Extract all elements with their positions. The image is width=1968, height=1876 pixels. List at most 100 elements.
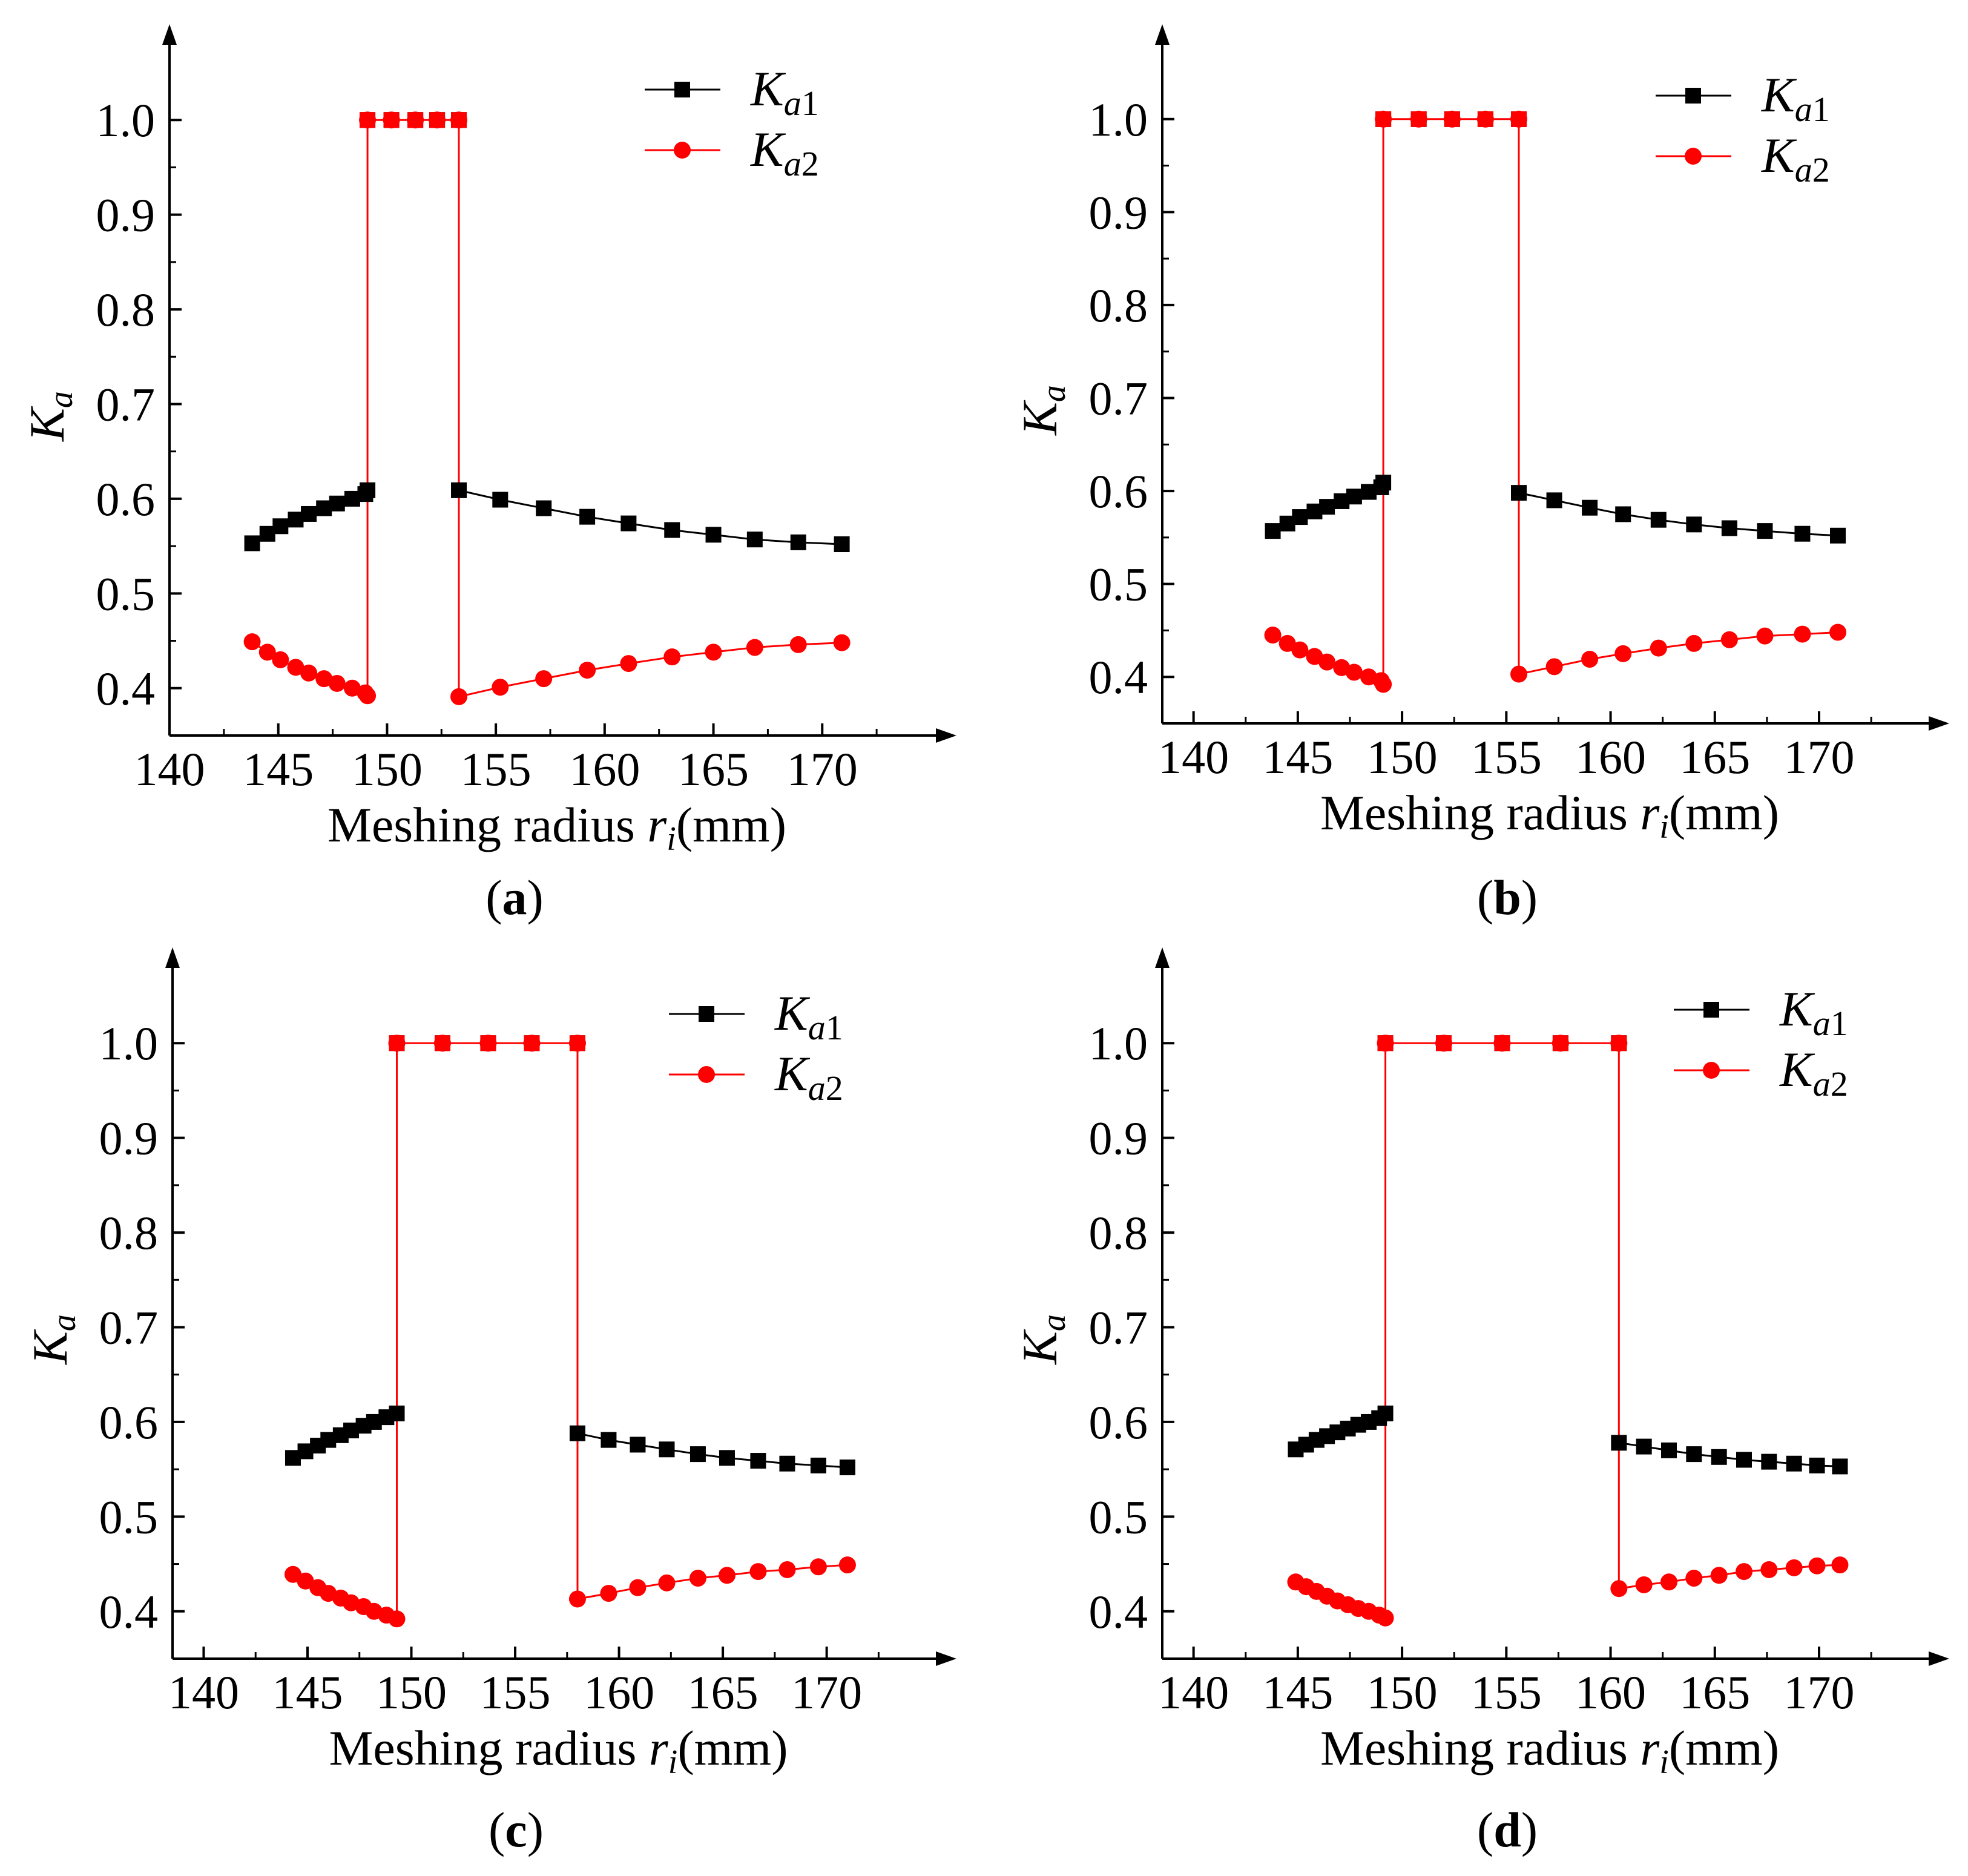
data-point-ka1 [451,482,467,498]
x-tick-label: 170 [1784,731,1855,783]
data-point-ka1-overlap [1444,111,1460,127]
data-point-ka1 [1611,1435,1627,1451]
y-tick-label: 0.9 [96,189,156,242]
series-line-ka1 [458,489,842,545]
data-point-ka1 [630,1437,646,1453]
data-point-ka2 [1710,1567,1728,1584]
data-point-ka1 [1292,509,1308,525]
y-axis-arrow [165,947,180,968]
panel-a: 140 145 150 155 160 165 170 0.4 0.5 0.6 0.7 0.8 0.9 1… [19,24,956,925]
data-point-ka2 [1635,1576,1653,1593]
x-tick-label: 150 [1367,731,1438,783]
data-point-ka1-overlap [407,112,424,128]
data-point-ka1-overlap [434,1035,450,1052]
y-tick-label: 1.0 [1089,93,1148,146]
legend-label: Ka1 [1779,981,1848,1043]
x-tick-label: 145 [1262,731,1333,783]
data-point-ka2 [1510,665,1527,683]
x-axis-arrow [936,728,956,743]
data-point-ka1 [1686,1446,1702,1463]
panel-c: 140 145 150 155 160 165 170 0.4 0.5 0.6 0.7 0.8 0.9 1… [22,947,956,1857]
y-axis-label: Ka [22,1314,83,1365]
data-point-ka1 [1650,512,1667,528]
x-tick-label: 155 [1471,731,1542,783]
y-tick-label: 0.8 [99,1206,159,1259]
y-tick-label: 0.5 [1089,1490,1148,1543]
data-point-ka1 [1830,527,1846,544]
panel-label: (c) [489,1802,544,1857]
data-point-ka1-overlap [524,1035,540,1052]
data-point-ka1 [301,505,317,522]
data-point-ka2 [838,1556,856,1574]
data-point-ka1 [705,527,722,543]
legend-label: Ka1 [774,986,843,1047]
x-tick-label: 140 [1158,1666,1229,1719]
data-point-ka2 [809,1558,827,1576]
x-tick-label: 155 [480,1666,551,1719]
panel-label: (a) [485,870,544,925]
data-point-ka1 [1686,516,1702,533]
data-point-ka2 [535,670,553,688]
y-tick-label: 0.8 [1089,279,1148,332]
y-axis-label: Ka [1012,1314,1073,1365]
series-line-ka1 [577,1432,847,1469]
data-point-ka1-overlap [383,112,400,128]
x-tick-label: 170 [791,1666,862,1719]
y-axis-arrow [162,24,177,45]
data-point-ka1 [389,1405,405,1421]
x-tick-label: 150 [376,1666,447,1719]
data-point-ka2 [705,643,722,661]
data-point-ka2 [450,688,468,705]
legend-marker [699,1006,714,1022]
legend-marker [1685,88,1701,104]
data-point-ka2 [1720,631,1738,648]
data-point-ka1 [719,1450,735,1466]
data-point-ka1 [492,492,508,508]
x-axis-label: Meshing radius ri(mm) [1320,1720,1779,1781]
y-tick-label: 0.9 [99,1112,159,1165]
series-line-ka2 [1272,118,1838,688]
x-tick-label: 145 [1262,1666,1333,1719]
y-tick-label: 0.6 [1089,465,1148,518]
x-axis-arrow [936,1651,956,1666]
data-point-ka2 [1685,1570,1703,1587]
data-point-ka2 [1375,676,1392,693]
data-point-ka2 [1318,653,1336,671]
y-tick-label: 0.4 [1089,651,1148,703]
data-point-ka1 [1636,1438,1652,1455]
data-point-ka1 [579,508,596,525]
data-point-ka1 [1786,1455,1802,1472]
data-point-ka2 [388,1610,406,1628]
data-point-ka2 [1264,627,1282,644]
data-point-ka1 [1377,1405,1394,1421]
y-axis-arrow [1155,947,1170,968]
x-tick-label: 165 [1679,731,1750,783]
data-point-ka2 [1756,627,1774,645]
legend-marker [674,82,690,97]
data-point-ka2 [1685,634,1703,652]
data-point-ka2 [579,662,596,679]
data-point-ka2 [1808,1557,1826,1575]
data-point-ka2 [1279,634,1296,652]
data-point-ka2 [258,643,276,661]
data-point-ka1 [1721,520,1737,536]
data-point-ka1-overlap [1410,111,1427,127]
data-point-ka1-overlap [1375,111,1392,127]
y-tick-label: 0.5 [99,1490,159,1543]
panel-label: (b) [1477,870,1538,925]
x-tick-label: 165 [678,743,749,795]
x-tick-label: 145 [243,743,314,795]
x-axis-arrow [1929,1651,1949,1666]
data-point-ka2 [328,674,346,692]
data-point-ka2 [1610,1580,1628,1598]
x-tick-label: 155 [461,743,531,795]
series-line-ka1 [1619,1441,1840,1467]
data-point-ka2 [629,1579,647,1596]
data-point-ka2 [749,1563,767,1581]
data-point-ka2 [1760,1561,1778,1578]
data-point-ka2 [297,1572,314,1590]
series-line-ka2 [1295,1042,1840,1620]
data-point-ka1 [1346,489,1362,505]
